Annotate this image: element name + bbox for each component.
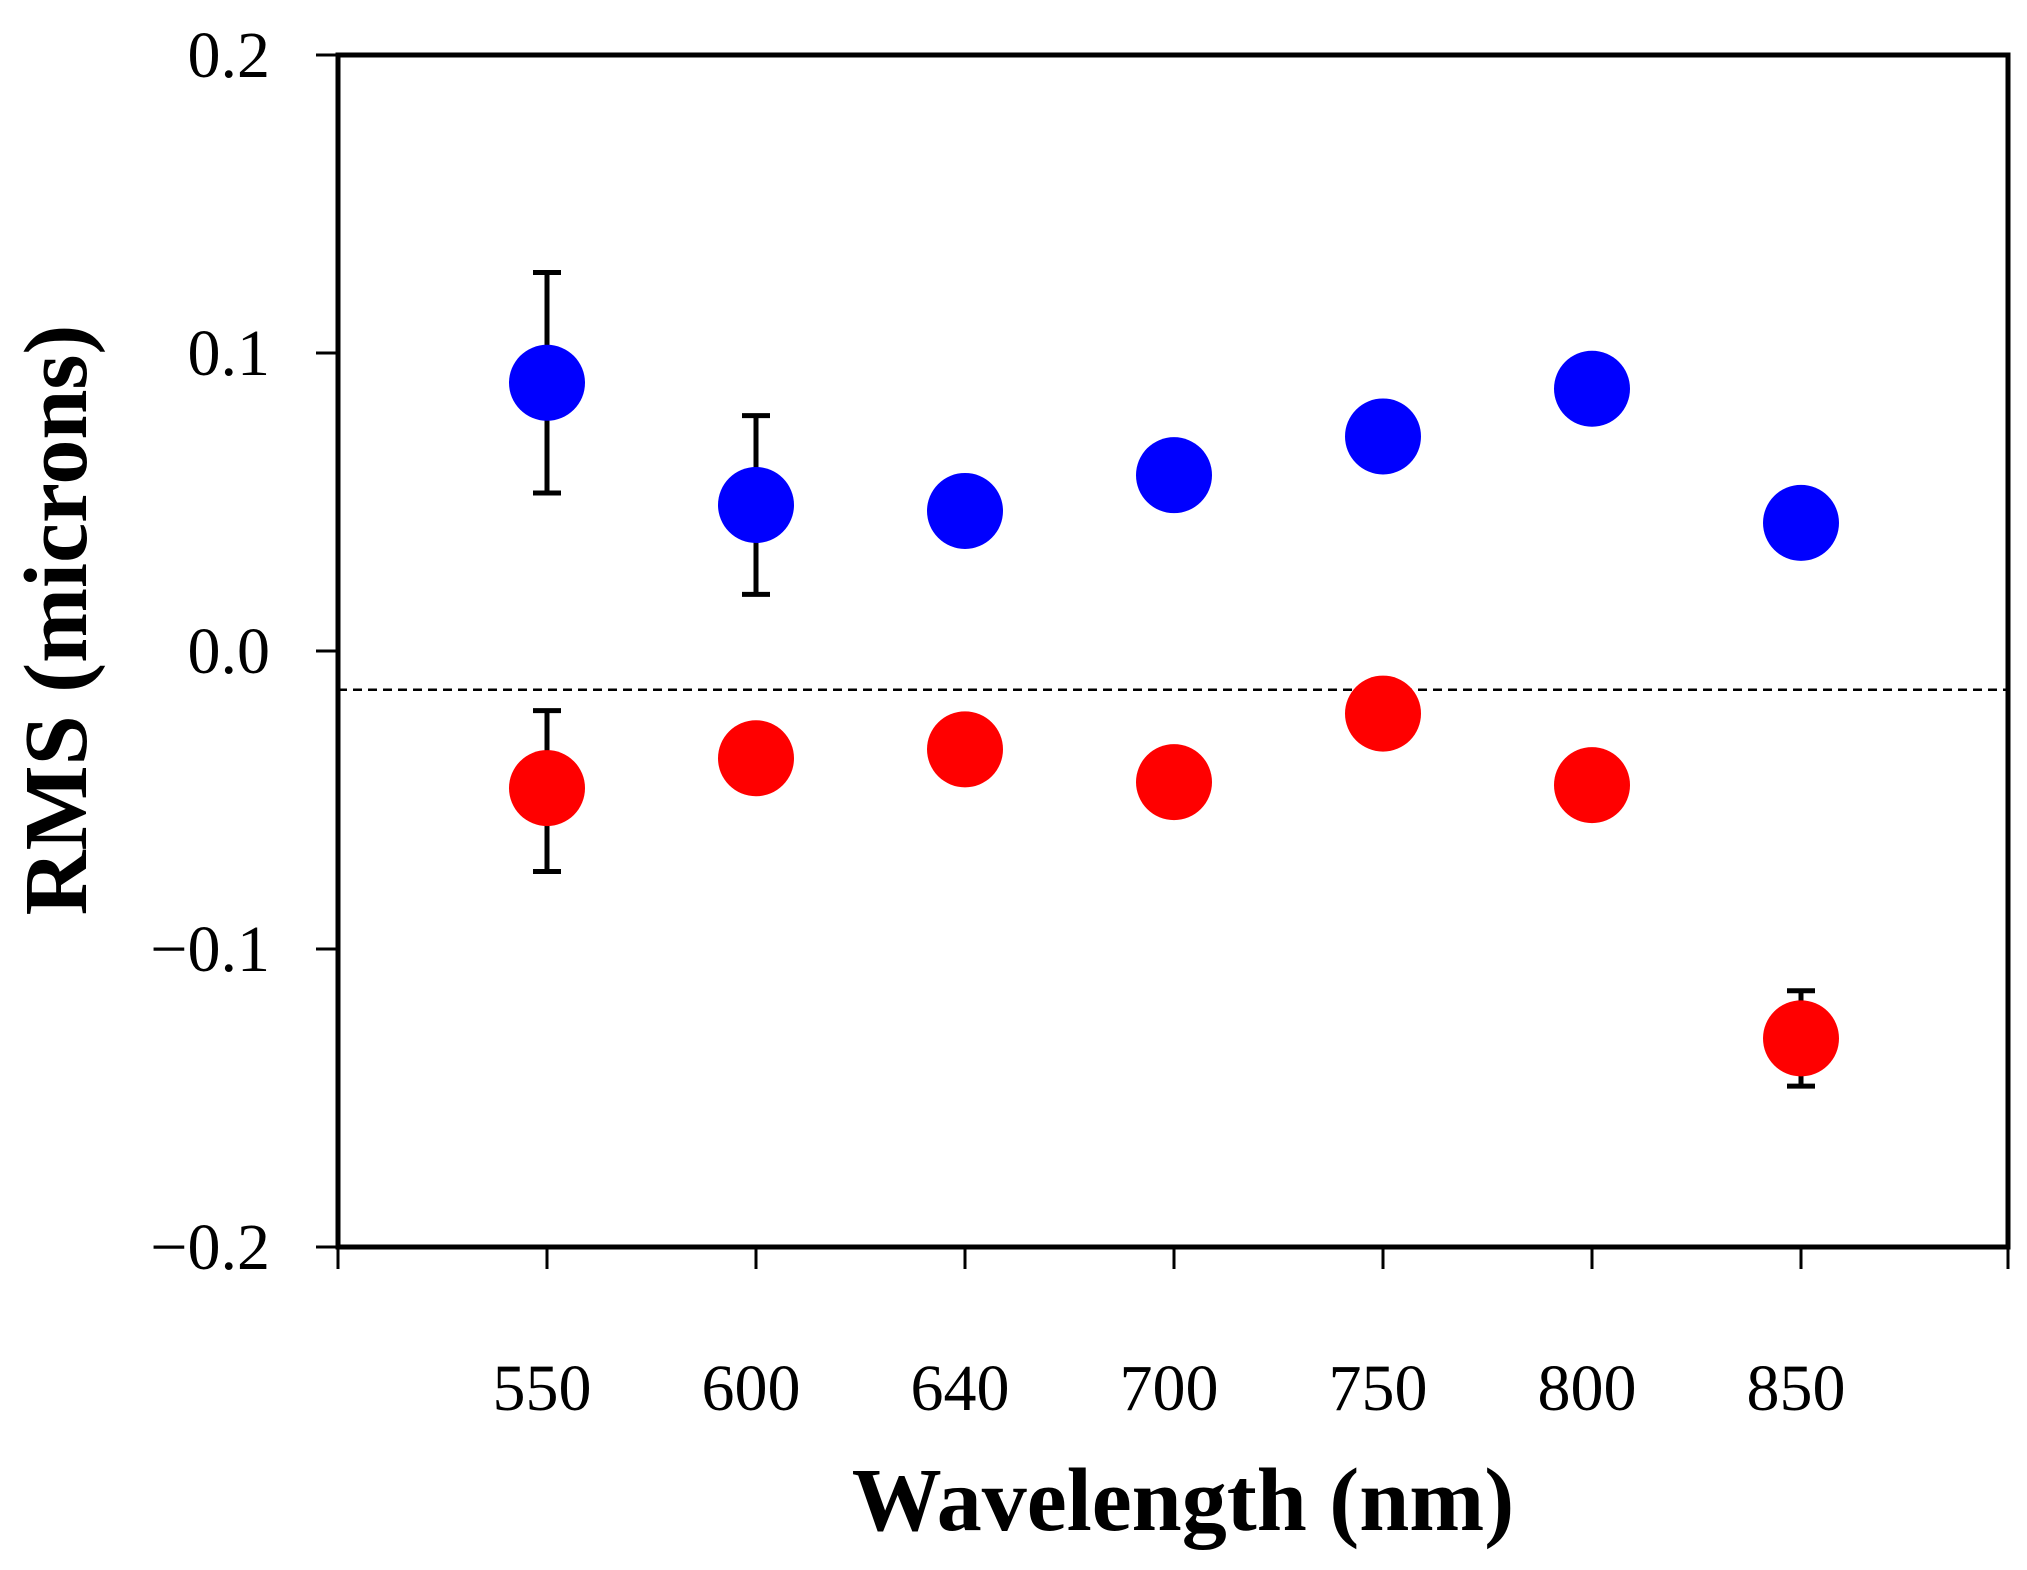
data-point: [1345, 398, 1421, 475]
data-point: [509, 750, 585, 827]
x-tick-label: 600: [702, 1352, 801, 1425]
data-point: [1763, 484, 1839, 561]
y-tick-label: 0.1: [188, 317, 271, 390]
x-tick-label: 700: [1120, 1352, 1219, 1425]
y-tick-label: −0.1: [150, 913, 270, 986]
data-point: [927, 472, 1003, 549]
data-point: [509, 344, 585, 421]
data-point: [718, 466, 794, 543]
x-tick-label: 640: [911, 1352, 1010, 1425]
x-tick-label: 550: [493, 1352, 592, 1425]
y-tick-label: 0.0: [188, 615, 271, 688]
data-point: [1136, 744, 1212, 821]
x-tick-label: 750: [1329, 1352, 1428, 1425]
data-point: [1554, 747, 1630, 824]
x-tick-label: 800: [1538, 1352, 1637, 1425]
data-point: [1136, 437, 1212, 514]
data-point: [927, 711, 1003, 788]
data-point: [1554, 350, 1630, 427]
x-axis-title: Wavelength (nm): [852, 1451, 1514, 1550]
data-point: [1763, 1000, 1839, 1077]
y-axis-title: RMS (microns): [7, 325, 106, 916]
data-point: [718, 720, 794, 797]
y-tick-label: 0.2: [188, 19, 271, 92]
x-tick-label: 850: [1747, 1352, 1846, 1425]
plot-frame: [335, 52, 2011, 1250]
data-point: [1345, 675, 1421, 752]
y-tick-label: −0.2: [150, 1211, 270, 1284]
